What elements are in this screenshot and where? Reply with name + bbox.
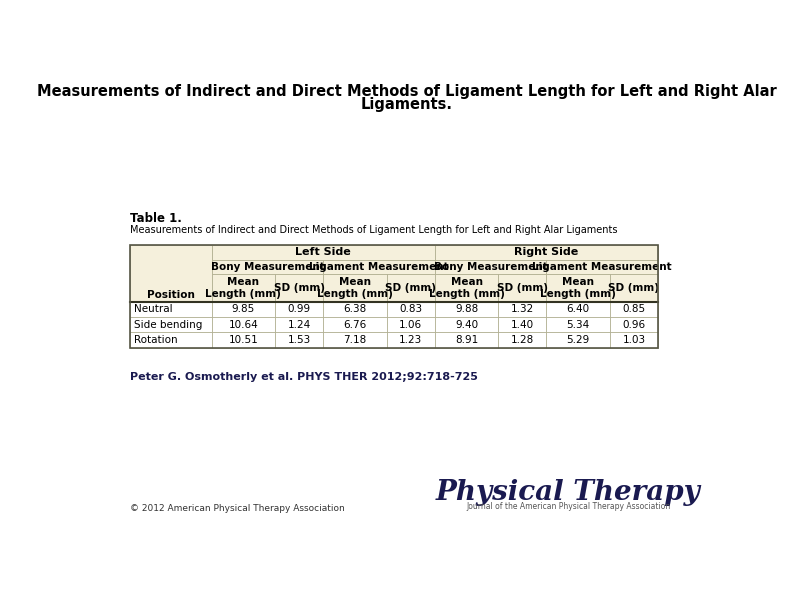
Bar bbox=[276, 274, 323, 302]
Text: SD (mm): SD (mm) bbox=[385, 283, 436, 293]
Text: 6.76: 6.76 bbox=[343, 320, 367, 330]
Bar bbox=[387, 302, 435, 317]
Text: Ligament Measurement: Ligament Measurement bbox=[309, 262, 449, 272]
Bar bbox=[499, 317, 546, 333]
Text: Left Side: Left Side bbox=[295, 248, 351, 258]
Bar bbox=[499, 333, 546, 348]
Bar bbox=[387, 317, 435, 333]
Text: 0.83: 0.83 bbox=[399, 304, 422, 314]
Bar bbox=[212, 302, 276, 317]
Bar bbox=[323, 302, 387, 317]
Bar bbox=[130, 317, 212, 333]
Bar bbox=[276, 302, 323, 317]
Text: 0.85: 0.85 bbox=[622, 304, 646, 314]
Bar bbox=[212, 333, 276, 348]
Text: Measurements of Indirect and Direct Methods of Ligament Length for Left and Righ: Measurements of Indirect and Direct Meth… bbox=[130, 225, 618, 234]
Text: 1.24: 1.24 bbox=[287, 320, 310, 330]
Text: Mean
Length (mm): Mean Length (mm) bbox=[206, 277, 281, 299]
Text: Journal of the American Physical Therapy Association: Journal of the American Physical Therapy… bbox=[466, 502, 670, 511]
Text: 0.99: 0.99 bbox=[287, 304, 310, 314]
Bar bbox=[130, 245, 212, 302]
Text: 1.53: 1.53 bbox=[287, 335, 310, 345]
Bar bbox=[276, 317, 323, 333]
Text: Side bending: Side bending bbox=[134, 320, 202, 330]
Text: 0.96: 0.96 bbox=[622, 320, 646, 330]
Text: Peter G. Osmotherly et al. PHYS THER 2012;92:718-725: Peter G. Osmotherly et al. PHYS THER 201… bbox=[130, 372, 478, 382]
Text: Bony Measurement: Bony Measurement bbox=[210, 262, 324, 272]
Bar bbox=[323, 333, 387, 348]
Text: Table 1.: Table 1. bbox=[130, 212, 182, 226]
Bar bbox=[323, 274, 387, 302]
Bar bbox=[435, 274, 499, 302]
Bar bbox=[546, 317, 610, 333]
Text: 8.91: 8.91 bbox=[455, 335, 478, 345]
Text: Mean
Length (mm): Mean Length (mm) bbox=[540, 277, 616, 299]
Text: Measurements of Indirect and Direct Methods of Ligament Length for Left and Righ: Measurements of Indirect and Direct Meth… bbox=[37, 84, 777, 99]
Text: Position: Position bbox=[147, 290, 195, 300]
Bar bbox=[130, 302, 212, 317]
Text: 10.51: 10.51 bbox=[229, 335, 258, 345]
Bar bbox=[610, 302, 658, 317]
Bar bbox=[546, 274, 610, 302]
Bar bbox=[323, 317, 387, 333]
Bar bbox=[435, 302, 499, 317]
Bar bbox=[212, 260, 323, 274]
Text: © 2012 American Physical Therapy Association: © 2012 American Physical Therapy Associa… bbox=[130, 503, 345, 513]
Bar bbox=[276, 333, 323, 348]
Bar bbox=[499, 302, 546, 317]
Text: Ligament Measurement: Ligament Measurement bbox=[533, 262, 672, 272]
Bar bbox=[212, 245, 435, 260]
Bar bbox=[610, 274, 658, 302]
Text: 7.18: 7.18 bbox=[343, 335, 367, 345]
Bar bbox=[130, 333, 212, 348]
Text: 1.40: 1.40 bbox=[511, 320, 534, 330]
Text: 10.64: 10.64 bbox=[229, 320, 258, 330]
Text: 9.40: 9.40 bbox=[455, 320, 478, 330]
Text: Neutral: Neutral bbox=[134, 304, 173, 314]
Text: SD (mm): SD (mm) bbox=[274, 283, 325, 293]
Text: 5.29: 5.29 bbox=[567, 335, 590, 345]
Bar bbox=[610, 317, 658, 333]
Text: SD (mm): SD (mm) bbox=[497, 283, 548, 293]
Text: 9.88: 9.88 bbox=[455, 304, 478, 314]
Text: SD (mm): SD (mm) bbox=[608, 283, 660, 293]
Bar bbox=[499, 274, 546, 302]
Bar bbox=[546, 333, 610, 348]
Text: Right Side: Right Side bbox=[515, 248, 579, 258]
Text: Mean
Length (mm): Mean Length (mm) bbox=[317, 277, 393, 299]
Bar bbox=[435, 317, 499, 333]
Bar bbox=[546, 302, 610, 317]
Text: 1.23: 1.23 bbox=[399, 335, 422, 345]
Bar bbox=[323, 260, 435, 274]
Text: 6.38: 6.38 bbox=[343, 304, 367, 314]
Text: 1.32: 1.32 bbox=[511, 304, 534, 314]
Bar bbox=[130, 245, 658, 348]
Text: 6.40: 6.40 bbox=[567, 304, 590, 314]
Bar bbox=[435, 260, 546, 274]
Text: Bony Measurement: Bony Measurement bbox=[434, 262, 548, 272]
Text: Physical Therapy: Physical Therapy bbox=[436, 479, 700, 506]
Text: 1.03: 1.03 bbox=[622, 335, 646, 345]
Text: 1.06: 1.06 bbox=[399, 320, 422, 330]
Bar bbox=[610, 333, 658, 348]
Text: Rotation: Rotation bbox=[134, 335, 178, 345]
Text: 9.85: 9.85 bbox=[232, 304, 255, 314]
Text: Mean
Length (mm): Mean Length (mm) bbox=[429, 277, 504, 299]
Bar bbox=[212, 317, 276, 333]
Bar bbox=[435, 245, 658, 260]
Bar bbox=[435, 333, 499, 348]
Text: 1.28: 1.28 bbox=[511, 335, 534, 345]
Text: Ligaments.: Ligaments. bbox=[361, 97, 453, 112]
Bar bbox=[387, 333, 435, 348]
Bar bbox=[546, 260, 658, 274]
Bar bbox=[387, 274, 435, 302]
Text: 5.34: 5.34 bbox=[567, 320, 590, 330]
Bar bbox=[212, 274, 276, 302]
